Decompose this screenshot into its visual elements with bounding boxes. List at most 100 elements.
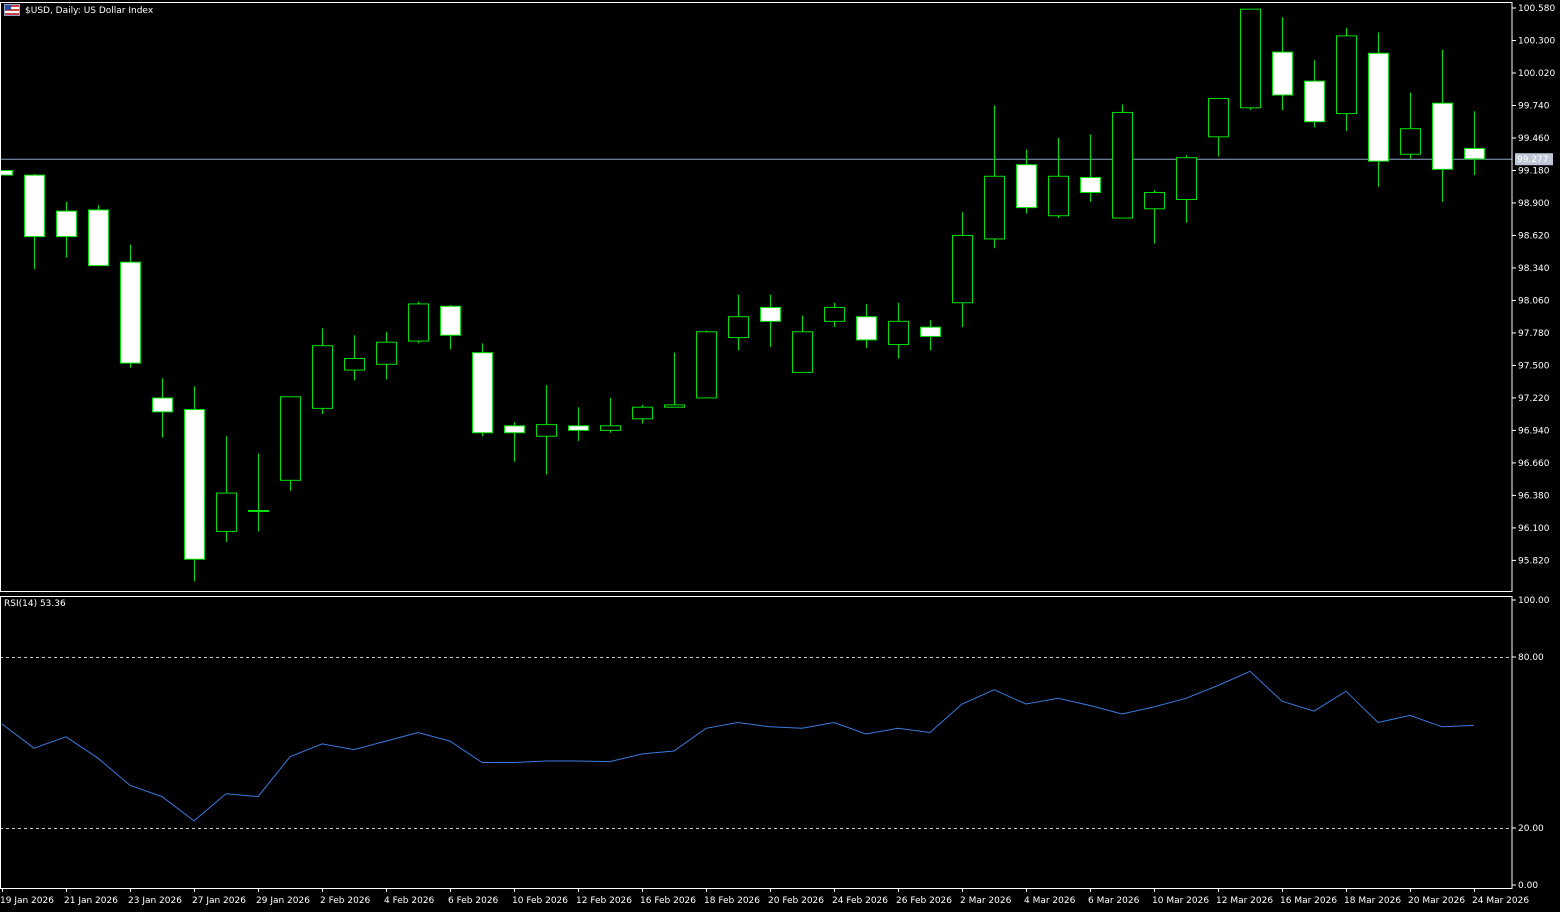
candle-body — [856, 316, 877, 341]
rsi-axis-label: 20.00 — [1518, 824, 1544, 834]
time-axis-label: 4 Mar 2026 — [1024, 896, 1076, 906]
candle[interactable] — [952, 212, 973, 328]
candle-body — [1304, 80, 1325, 123]
price-pane-border — [0, 2, 1513, 592]
candle[interactable] — [1016, 149, 1037, 214]
time-axis: 19 Jan 2026 21 Jan 2026 23 Jan 2026 27 Jan … — [0, 888, 1529, 906]
candle[interactable] — [760, 294, 781, 347]
candle[interactable] — [792, 315, 813, 373]
rsi-indicator-label: RSI(14) 53.36 — [4, 599, 66, 609]
price-axis-label: 96.660 — [1518, 459, 1550, 469]
candle[interactable] — [152, 378, 173, 438]
candle-body — [1208, 98, 1229, 138]
time-axis-label: 24 Mar 2026 — [1472, 896, 1529, 906]
candle-body — [88, 209, 109, 267]
candle[interactable] — [216, 436, 237, 542]
price-axis-label: 95.820 — [1518, 556, 1550, 566]
candle[interactable] — [280, 396, 301, 491]
time-axis-label: 4 Feb 2026 — [384, 896, 435, 906]
current-price-label: 99.277 — [1517, 155, 1549, 165]
candle-body — [728, 316, 749, 339]
candle[interactable] — [1240, 8, 1261, 111]
time-axis-label: 20 Mar 2026 — [1408, 896, 1465, 906]
candle[interactable] — [920, 320, 941, 351]
candle-body — [824, 306, 845, 322]
candle-body — [248, 509, 269, 512]
candle[interactable] — [696, 330, 717, 399]
candle[interactable] — [120, 244, 141, 368]
candle[interactable] — [1176, 155, 1197, 223]
time-axis-label: 12 Feb 2026 — [576, 896, 632, 906]
time-axis-label: 24 Feb 2026 — [832, 896, 888, 906]
rsi-axis-label: 80.00 — [1518, 653, 1544, 663]
time-axis-label: 23 Jan 2026 — [128, 896, 182, 906]
candle[interactable] — [1368, 32, 1389, 187]
time-axis-label: 26 Feb 2026 — [896, 896, 952, 906]
candle[interactable] — [1272, 17, 1293, 111]
candle[interactable] — [664, 352, 685, 408]
candle-body — [120, 261, 141, 364]
candle[interactable] — [984, 105, 1005, 249]
candle[interactable] — [600, 397, 621, 433]
candle-body — [1112, 111, 1133, 219]
candle[interactable] — [728, 294, 749, 351]
candle-body — [1368, 52, 1389, 162]
candle-body — [216, 492, 237, 532]
rsi-pane-border — [0, 596, 1513, 889]
candle[interactable] — [344, 335, 365, 381]
candle[interactable] — [856, 303, 877, 349]
candle-body — [952, 234, 973, 304]
rsi-axis: 100.00 80.00 20.00 0.00 — [1512, 596, 1550, 891]
candle-body — [1432, 102, 1453, 170]
candle[interactable] — [88, 205, 109, 267]
time-axis-label: 16 Feb 2026 — [640, 896, 696, 906]
rsi-line[interactable] — [1, 670, 1475, 822]
candle[interactable] — [1336, 27, 1357, 132]
candle-body — [504, 425, 525, 434]
candle[interactable] — [440, 305, 461, 350]
candle-body — [664, 404, 685, 408]
price-axis-label: 98.340 — [1518, 264, 1550, 274]
candle[interactable] — [632, 404, 653, 424]
candle[interactable] — [1112, 104, 1133, 219]
candle[interactable] — [376, 331, 397, 380]
candle[interactable] — [1080, 134, 1101, 202]
candle[interactable] — [408, 301, 429, 344]
candle[interactable] — [1464, 111, 1485, 176]
candle[interactable] — [312, 328, 333, 415]
candle[interactable] — [248, 453, 269, 532]
candle[interactable] — [1208, 98, 1229, 157]
candle-body — [1240, 8, 1261, 109]
time-axis-label: 21 Jan 2026 — [64, 896, 118, 906]
candle[interactable] — [1048, 137, 1069, 219]
time-axis-label: 2 Feb 2026 — [320, 896, 371, 906]
price-axis-label: 100.300 — [1518, 36, 1555, 46]
candle[interactable] — [1400, 92, 1421, 159]
price-axis-label: 100.580 — [1518, 4, 1555, 14]
candle[interactable] — [568, 407, 589, 441]
candle[interactable] — [472, 343, 493, 437]
candle[interactable] — [824, 302, 845, 328]
price-axis-label: 96.940 — [1518, 426, 1550, 436]
candle[interactable] — [24, 173, 45, 270]
candle[interactable] — [504, 422, 525, 462]
price-axis-label: 96.380 — [1518, 491, 1550, 501]
candle[interactable] — [1304, 60, 1325, 128]
candle-body — [1176, 157, 1197, 200]
candle[interactable] — [1432, 49, 1453, 202]
candle[interactable] — [184, 386, 205, 582]
candle[interactable] — [536, 385, 557, 475]
candle-body — [760, 306, 781, 322]
candle[interactable] — [888, 302, 909, 359]
candle[interactable] — [56, 201, 77, 258]
candle-body — [1464, 147, 1485, 160]
rsi-axis-label: 100.00 — [1518, 596, 1550, 606]
price-axis-label: 96.100 — [1518, 524, 1550, 534]
price-pane[interactable] — [0, 8, 1512, 582]
rsi-pane[interactable] — [0, 657, 1512, 829]
candle[interactable] — [0, 169, 13, 176]
candle-body — [280, 396, 301, 481]
candle[interactable] — [1144, 190, 1165, 244]
